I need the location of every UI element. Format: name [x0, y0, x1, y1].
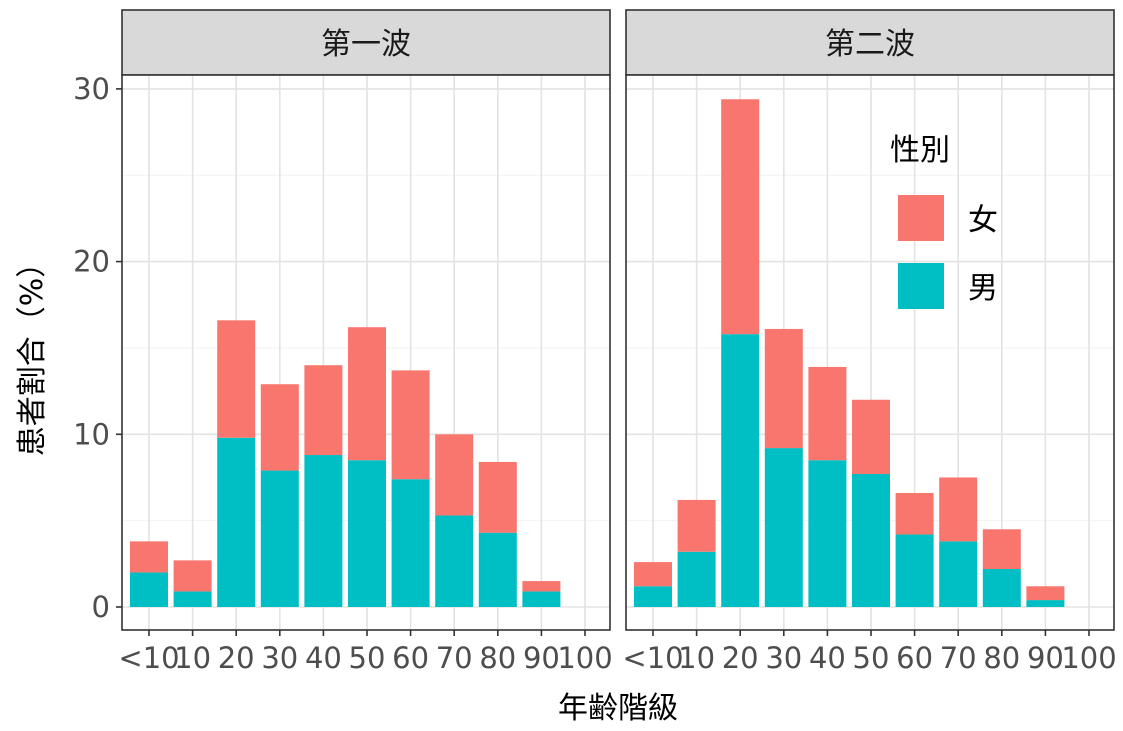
bar-female [939, 477, 978, 542]
panel-border [625, 74, 1115, 631]
bar-female [173, 560, 212, 592]
y-tick-label: 30 [73, 72, 110, 106]
legend-title: 性別 [890, 133, 950, 168]
bar-male [217, 437, 256, 607]
x-tick-label: 30 [765, 641, 802, 675]
y-tick-label: 10 [73, 417, 110, 451]
x-tick-label: <10 [118, 641, 179, 675]
x-tick-label: 70 [940, 641, 977, 675]
bar-male [391, 479, 430, 607]
bar-male [895, 534, 934, 607]
bar-female [677, 499, 716, 552]
bar-male [939, 541, 978, 607]
legend-key [898, 263, 944, 309]
bar-male [522, 591, 561, 607]
bar-male [173, 591, 212, 607]
x-tick-label: 60 [392, 641, 429, 675]
x-tick-label: 30 [261, 641, 298, 675]
bar-female [634, 562, 672, 587]
bar-female [130, 541, 168, 573]
bar-female [895, 493, 934, 535]
x-tick-label: 80 [479, 641, 516, 675]
bar-female [522, 581, 561, 592]
bar-female [982, 529, 1021, 570]
bar-female [217, 320, 256, 438]
panel-border [121, 74, 611, 631]
x-tick-label: 90 [1027, 641, 1064, 675]
bar-male [478, 532, 517, 607]
bar-female [304, 365, 343, 456]
x-tick-label: 50 [853, 641, 890, 675]
bar-male [764, 448, 803, 607]
bar-male [304, 455, 343, 607]
legend-label: 男 [968, 271, 998, 306]
x-tick-label: 100 [1061, 641, 1116, 675]
bar-male [634, 586, 672, 607]
x-tick-label: 40 [809, 641, 846, 675]
facet-strip-label: 第二波 [825, 27, 915, 62]
bar-male [1026, 600, 1065, 607]
bar-female [478, 461, 517, 533]
bar-female [764, 328, 803, 449]
x-tick-label: 50 [349, 641, 386, 675]
x-tick-label: 20 [218, 641, 255, 675]
y-tick-label: 0 [92, 590, 110, 624]
y-axis-title: 患者割合（%） [15, 248, 50, 457]
bar-male [348, 460, 386, 607]
bar-male [808, 460, 847, 607]
x-tick-label: <10 [622, 641, 683, 675]
bar-female [808, 366, 847, 461]
y-axis: 0 10 20 30 [73, 72, 122, 624]
x-tick-label: 80 [983, 641, 1020, 675]
x-tick-label: 90 [523, 641, 560, 675]
x-tick-label: 10 [174, 641, 211, 675]
x-tick-label: 70 [436, 641, 473, 675]
x-tick-label: 40 [305, 641, 342, 675]
x-tick-label: 10 [678, 641, 715, 675]
x-tick-label: 60 [896, 641, 933, 675]
bar-female [348, 327, 386, 461]
bar-male [982, 569, 1021, 607]
bar-male [721, 334, 760, 607]
bar-female [721, 99, 760, 335]
legend-key [898, 195, 944, 241]
x-axis-title: 年齢階級 [558, 691, 678, 726]
bar-female [391, 370, 430, 480]
facet-strip [121, 9, 611, 76]
y-tick-label: 20 [73, 245, 110, 279]
legend: 性別 女男 [890, 133, 998, 309]
bar-male [852, 474, 890, 607]
legend-label: 女 [968, 203, 998, 238]
bar-male [435, 515, 474, 607]
bar-male [677, 551, 716, 607]
bar-female [852, 399, 890, 475]
facet-strip [625, 9, 1115, 76]
bar-female [1026, 586, 1065, 601]
x-tick-label: 100 [557, 641, 612, 675]
bar-female [260, 384, 299, 471]
x-tick-label: 20 [722, 641, 759, 675]
bar-male [130, 572, 168, 607]
bar-female [435, 434, 474, 516]
facet-strip-label: 第一波 [321, 27, 411, 62]
bar-male [260, 470, 299, 607]
